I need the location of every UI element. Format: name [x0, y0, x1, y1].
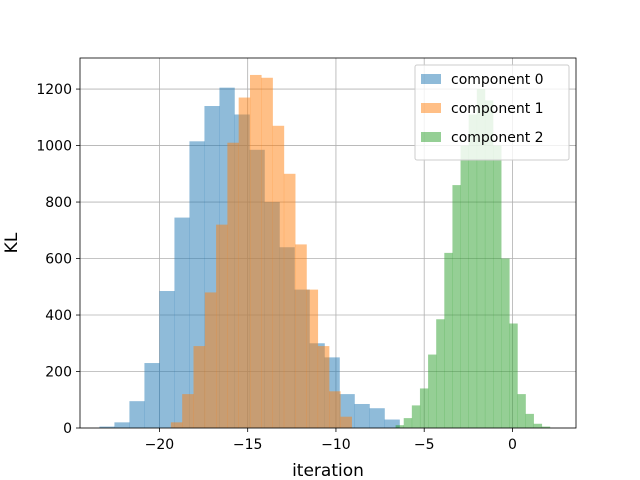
histogram-bar-series-0	[114, 422, 130, 428]
histogram-bar-series-2	[452, 185, 461, 428]
y-tick-label: 600	[45, 252, 72, 268]
histogram-bar-series-2	[395, 425, 405, 428]
histogram-bar-series-0	[159, 291, 175, 428]
histogram-bar-series-1	[317, 346, 330, 428]
histogram-bar-series-2	[493, 145, 502, 428]
histogram-bar-series-1	[182, 394, 194, 428]
y-tick-label: 1200	[36, 82, 72, 98]
legend-label: component 1	[451, 101, 544, 117]
histogram-bar-series-0	[384, 419, 400, 428]
x-tick-label: −15	[233, 437, 263, 453]
legend-label: component 2	[451, 130, 544, 146]
histogram-bar-series-0	[99, 426, 115, 428]
legend-swatch	[421, 132, 441, 142]
legend-box	[414, 64, 570, 161]
histogram-bar-series-2	[419, 388, 429, 428]
histogram-bar-series-2	[525, 413, 534, 428]
histogram-bar-series-0	[144, 363, 160, 428]
histogram-bar-series-2	[509, 323, 518, 428]
histogram-bar-series-1	[227, 142, 239, 428]
x-axis-label: iteration	[292, 461, 364, 480]
histogram-bar-series-1	[204, 292, 217, 428]
y-axis-label: KL	[2, 232, 22, 253]
histogram-bar-series-0	[369, 408, 385, 428]
plot-frame	[79, 57, 577, 429]
legend-label: component 0	[451, 72, 544, 88]
histogram-bar-series-1	[340, 416, 352, 428]
histogram-bar-series-2	[436, 319, 445, 428]
histogram-bar-series-0	[129, 401, 145, 428]
x-tick-label: −5	[414, 437, 435, 453]
histogram-bar-series-0	[354, 403, 370, 428]
legend: component 0 component 1 component 2	[414, 64, 570, 161]
x-tick-label: 0	[508, 437, 517, 453]
histogram-bar-series-1	[272, 125, 285, 429]
histogram-bar-series-2	[476, 89, 486, 429]
histogram-bars	[99, 74, 551, 429]
histogram-bar-series-1	[216, 224, 228, 428]
histogram-bar-series-1	[329, 391, 341, 428]
histogram-bar-series-1	[249, 74, 262, 428]
histogram-bar-series-2	[541, 426, 551, 428]
histogram-bar-series-2	[468, 114, 478, 428]
x-tick-label: −20	[145, 437, 175, 453]
histogram-bar-series-2	[428, 354, 437, 428]
y-tick-label: 400	[45, 308, 72, 324]
histogram-bar-series-2	[444, 252, 453, 428]
x-tick-label: −10	[321, 437, 351, 453]
axis-ticks: −20 −15 −10 −5 0 0 200 400 600 800 1000 1200	[36, 82, 517, 453]
histogram-bar-series-2	[403, 418, 413, 428]
y-tick-label: 200	[45, 365, 72, 381]
legend-swatch	[421, 103, 441, 113]
histogram-bar-series-1	[283, 173, 296, 428]
histogram-bar-series-2	[411, 405, 421, 428]
histogram-bar-series-1	[238, 97, 251, 428]
histogram-bar-series-2	[501, 258, 510, 428]
y-tick-label: 0	[63, 421, 72, 437]
histogram-bar-series-1	[170, 422, 183, 428]
y-tick-label: 800	[45, 195, 72, 211]
histogram-bar-series-1	[193, 346, 206, 428]
histogram-bar-series-2	[484, 100, 494, 429]
histogram-bar-series-1	[295, 244, 307, 428]
y-tick-label: 1000	[36, 139, 72, 155]
histogram-bar-series-0	[174, 217, 190, 428]
histogram-bar-series-2	[517, 394, 526, 428]
histogram-bar-series-1	[261, 77, 273, 428]
histogram-bar-series-2	[533, 423, 543, 428]
histogram-bar-series-2	[460, 145, 469, 428]
legend-swatch	[421, 74, 441, 84]
histogram-bar-series-1	[306, 289, 319, 428]
